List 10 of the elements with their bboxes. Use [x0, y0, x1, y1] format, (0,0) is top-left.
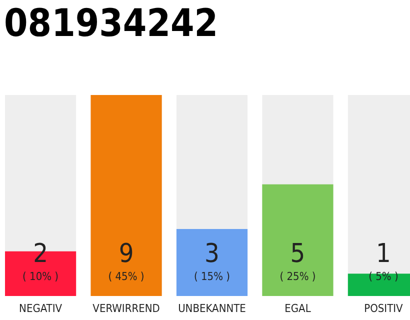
x-tick-label: UNBEKANNTE [178, 302, 246, 315]
x-tick-label: VERWIRREND [92, 302, 160, 315]
chart-title: 081934242 [4, 1, 218, 45]
x-tick-label: POSITIV [364, 302, 404, 315]
data-label: 3 ( 15% ) [194, 239, 230, 283]
x-tick-label: EGAL [284, 302, 312, 315]
data-label: 1 ( 5% ) [368, 239, 398, 283]
x-tick-label: NEGATIV [19, 302, 62, 315]
data-label: 9 ( 45% ) [108, 239, 144, 283]
data-label: 5 ( 25% ) [280, 239, 316, 283]
